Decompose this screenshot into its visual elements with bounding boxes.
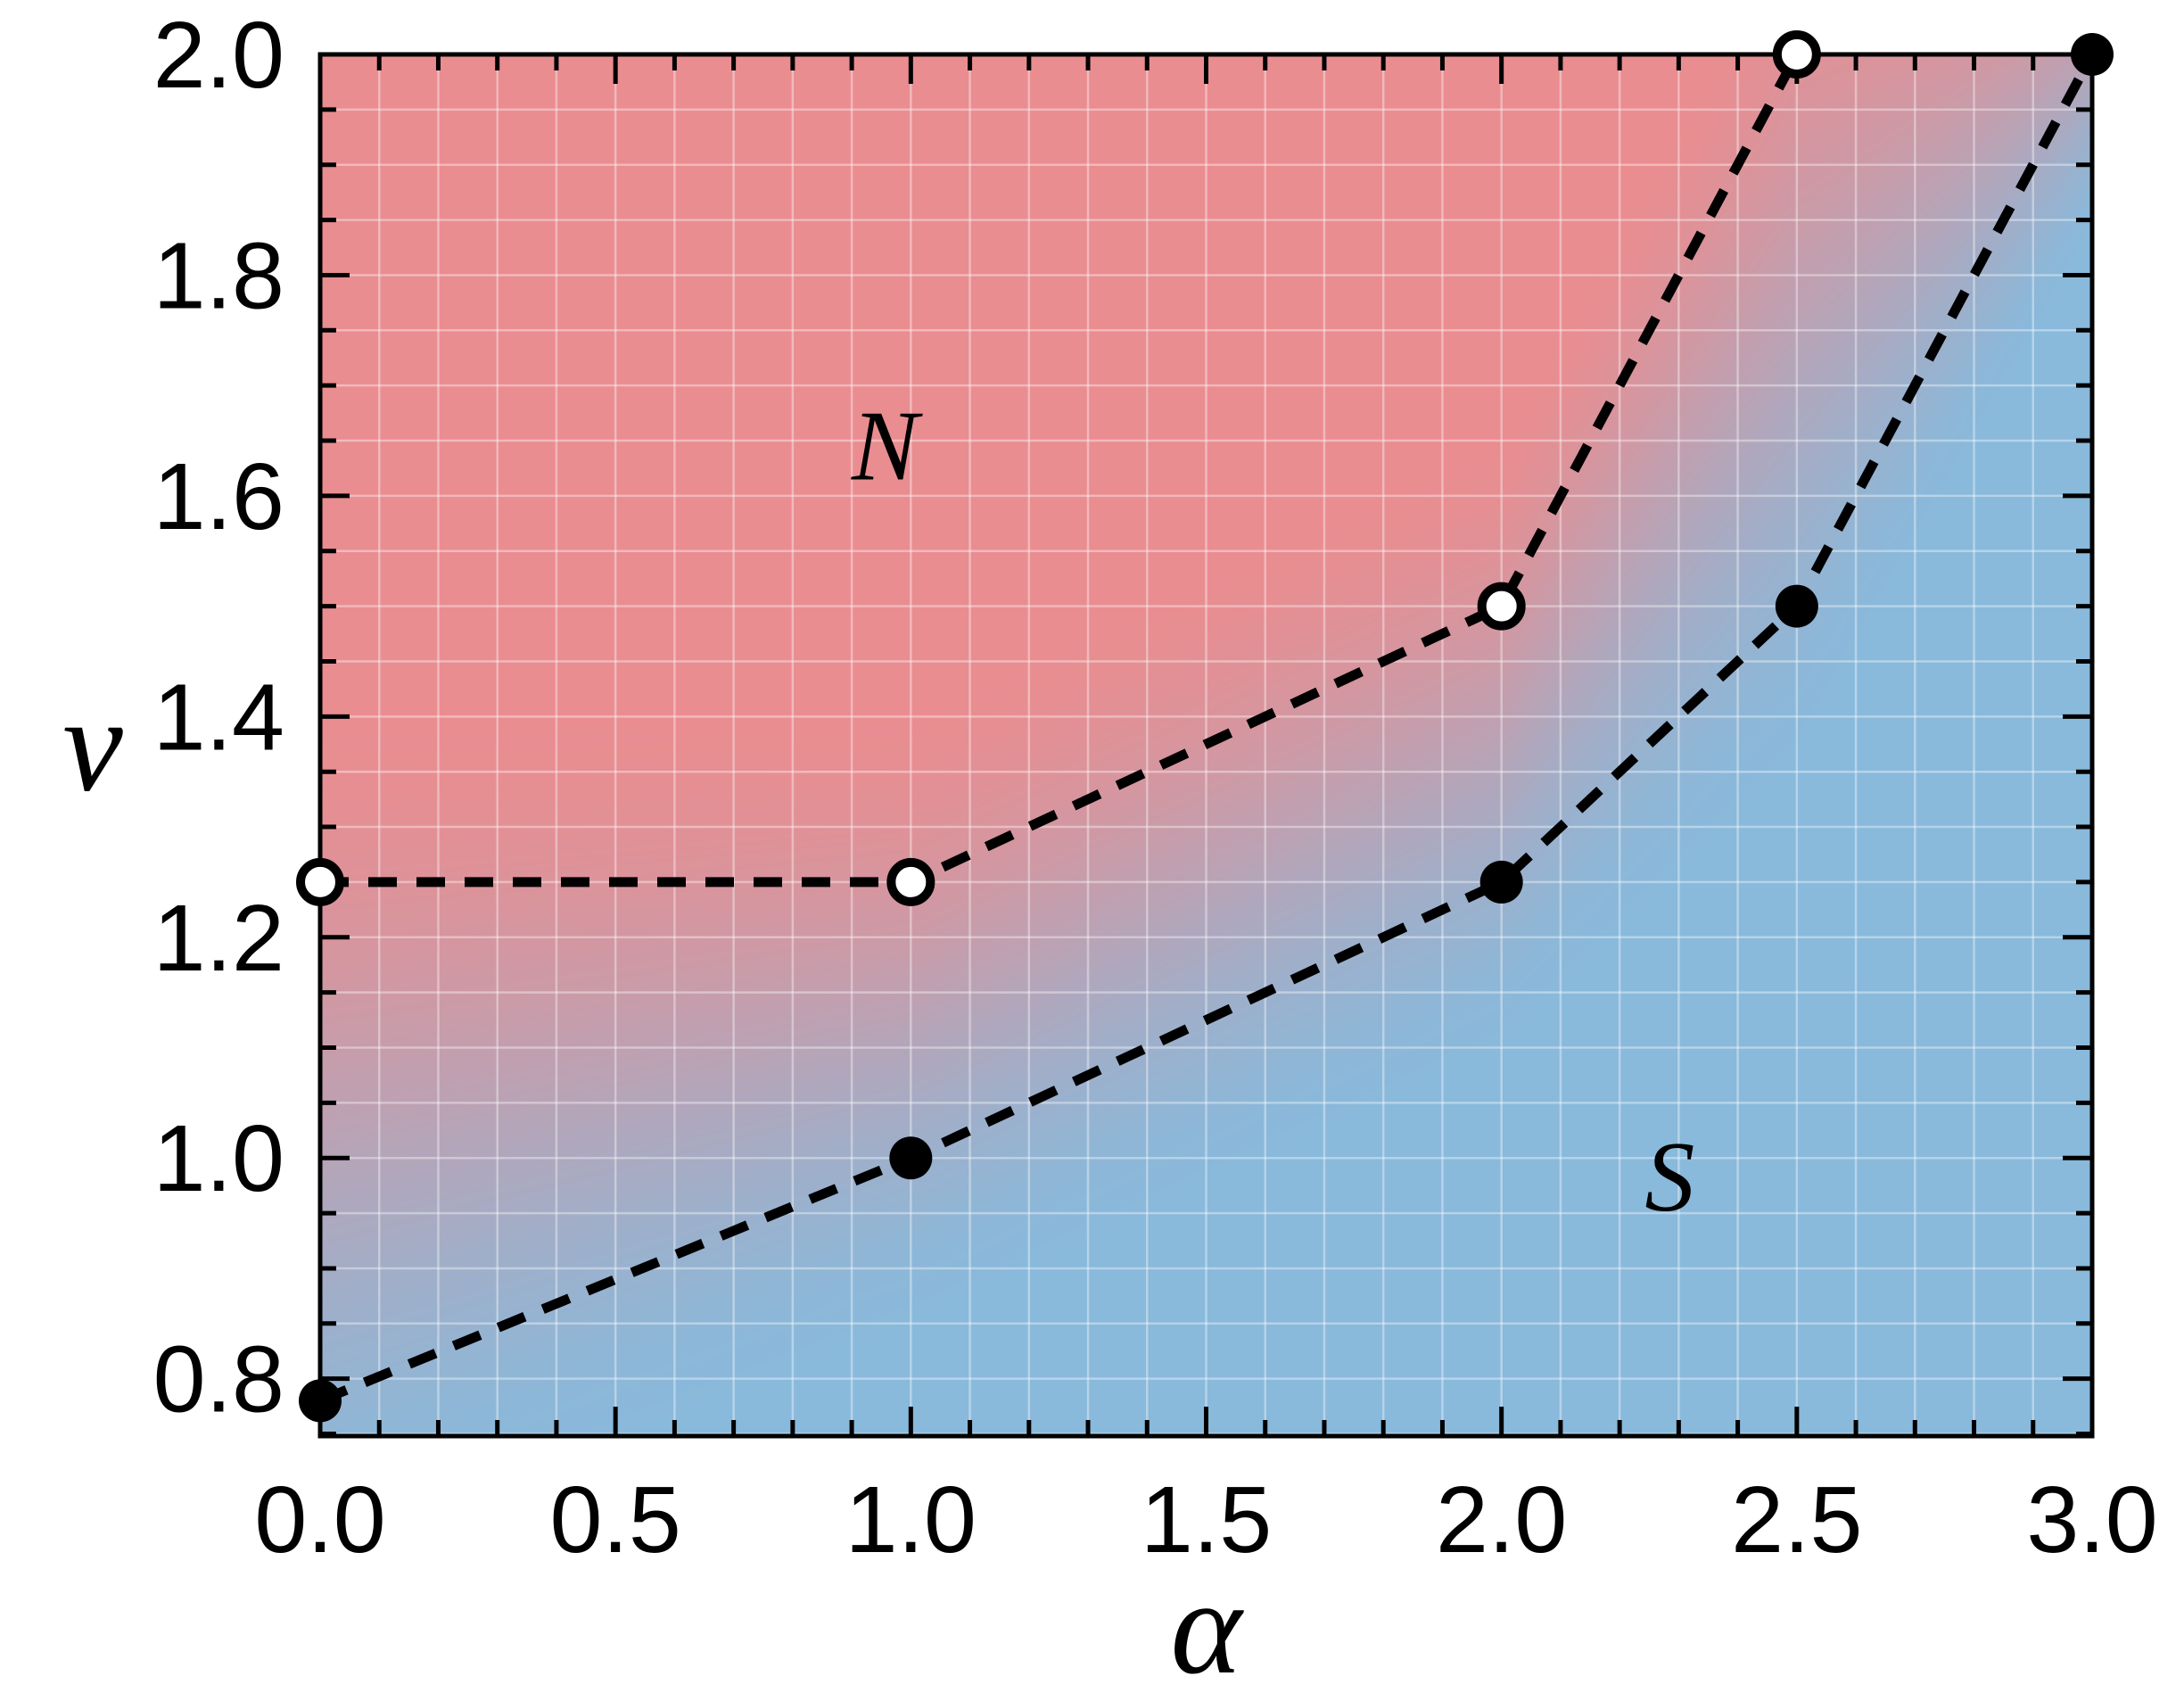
svg-text:1.0: 1.0 [153, 1106, 284, 1211]
svg-text:2.0: 2.0 [1436, 1467, 1567, 1573]
svg-text:3.0: 3.0 [2026, 1467, 2157, 1573]
svg-text:2.0: 2.0 [153, 3, 284, 108]
svg-text:S: S [1644, 1122, 1694, 1233]
svg-text:0.0: 0.0 [254, 1467, 385, 1573]
svg-text:1.0: 1.0 [845, 1467, 977, 1573]
svg-text:v: v [62, 670, 123, 820]
svg-text:0.5: 0.5 [549, 1467, 680, 1573]
svg-text:1.6: 1.6 [153, 444, 284, 549]
svg-text:1.4: 1.4 [153, 665, 284, 770]
svg-text:2.5: 2.5 [1731, 1467, 1862, 1573]
svg-text:1.2: 1.2 [153, 886, 284, 991]
svg-text:0.8: 0.8 [153, 1327, 284, 1433]
svg-text:N: N [851, 392, 923, 502]
svg-text:α: α [1171, 1552, 1245, 1701]
svg-text:1.8: 1.8 [153, 223, 284, 328]
